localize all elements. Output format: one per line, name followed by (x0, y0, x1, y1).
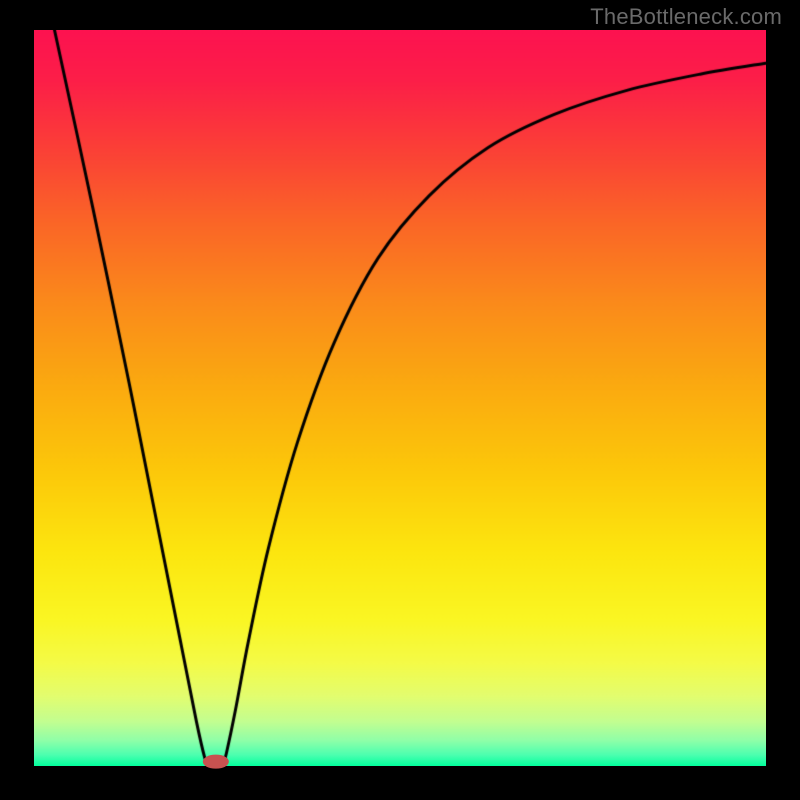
plot-area (34, 30, 766, 766)
watermark-text: TheBottleneck.com (590, 4, 782, 30)
curve-line (34, 30, 766, 766)
minimum-marker (202, 754, 228, 769)
chart-frame: TheBottleneck.com (0, 0, 800, 800)
